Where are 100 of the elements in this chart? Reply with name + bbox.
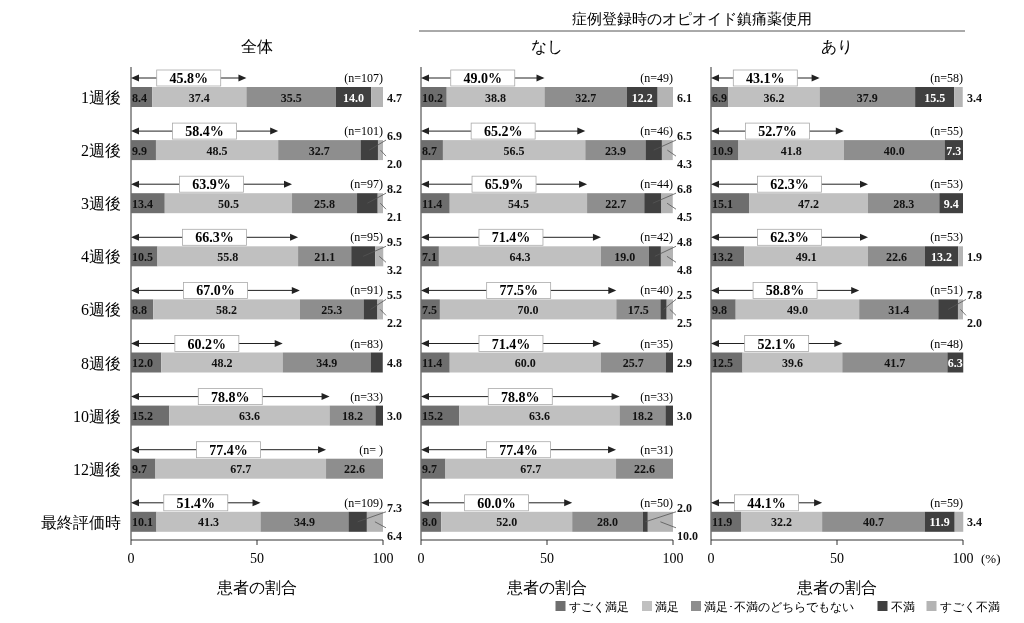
annotation: (n= ) [359, 442, 383, 457]
annotation: 77.5% [499, 283, 538, 299]
data-label: 5.5 [387, 288, 402, 303]
data-label: 9.9 [132, 143, 147, 158]
data-label: 37.9 [856, 90, 878, 105]
data-label: 10.9 [712, 143, 733, 158]
bar [298, 246, 352, 267]
bar [958, 246, 963, 267]
x-axis-title: 患者の割合 [216, 579, 297, 596]
data-label: 13.2 [931, 249, 953, 264]
data-label: 3.4 [967, 90, 982, 105]
annotation: (n=40) [640, 283, 673, 298]
annotation: (n=59) [930, 495, 963, 510]
annotation: (n=44) [640, 177, 673, 192]
bar [644, 193, 662, 214]
x-tick-label: 50 [830, 551, 844, 566]
data-label: 22.7 [605, 196, 627, 211]
bar [600, 352, 666, 373]
data-label: 2.0 [967, 316, 982, 331]
data-label: 54.5 [507, 196, 529, 211]
legend-label: 不満 [890, 600, 915, 614]
data-label: 9.8 [712, 302, 727, 317]
annotation: (n=53) [930, 230, 963, 245]
y-tick-label: 3週後 [81, 195, 121, 213]
annotation: 52.1% [757, 336, 796, 352]
bar [157, 246, 299, 267]
data-label: 7.1 [422, 249, 437, 264]
data-label: 25.7 [622, 356, 644, 370]
data-label: 21.1 [314, 249, 336, 264]
data-label: 17.5 [627, 302, 649, 317]
x-axis-title: 患者の割合 [796, 579, 877, 596]
annotation: (n=33) [640, 389, 673, 404]
data-label: 6.3 [947, 356, 963, 370]
data-label: 38.8 [485, 90, 507, 105]
bar [868, 193, 940, 214]
annotation: 62.3% [770, 177, 809, 193]
data-label: 3.4 [967, 515, 982, 530]
data-label: 13.4 [132, 196, 153, 211]
data-label: 9.4 [943, 196, 959, 211]
bar [351, 246, 376, 267]
annotation: (n=42) [640, 230, 673, 245]
y-tick-label: 6週後 [81, 301, 121, 319]
data-label: 49.0 [786, 302, 808, 317]
bar [459, 405, 620, 426]
annotation: 78.8% [211, 389, 250, 405]
data-label: 7.8 [967, 288, 982, 303]
annotation: 52.7% [758, 124, 797, 140]
bar [859, 299, 939, 320]
data-label: 32.7 [575, 90, 597, 105]
bar [360, 140, 378, 161]
annotation: 60.0% [477, 495, 516, 511]
data-label: 6.9 [712, 90, 727, 105]
y-tick-label: 2週後 [81, 142, 121, 160]
data-label: 2.5 [677, 288, 692, 303]
data-label: 70.0 [517, 302, 539, 317]
data-label: 40.7 [862, 515, 884, 530]
data-label: 64.3 [509, 249, 531, 264]
data-label: 4.3 [677, 157, 692, 172]
bar [292, 193, 358, 214]
bar [348, 511, 367, 532]
annotation: (n=109) [344, 495, 383, 510]
bar [648, 246, 661, 267]
bar [282, 352, 371, 373]
bar [449, 352, 601, 373]
bar [645, 140, 662, 161]
bar [439, 299, 617, 320]
annotation: (n=107) [344, 71, 383, 85]
data-label: 47.2 [798, 196, 820, 211]
bar [371, 87, 383, 107]
data-label: 15.1 [712, 196, 733, 211]
bar [843, 140, 945, 161]
data-label: 39.6 [781, 356, 803, 370]
data-label: 12.0 [132, 356, 153, 370]
data-label: 2.9 [677, 356, 692, 370]
bar [155, 458, 327, 479]
bar [441, 511, 573, 532]
data-label: 36.2 [763, 90, 785, 105]
bar [954, 511, 964, 532]
annotation: 67.0% [196, 283, 235, 299]
annotation: 66.3% [195, 230, 234, 246]
data-label: 25.8 [314, 196, 336, 211]
data-label: 32.2 [771, 515, 793, 530]
legend-label: 満足 [655, 600, 679, 614]
annotation: 78.8% [501, 389, 540, 405]
bar [642, 511, 648, 532]
bar [819, 87, 916, 107]
data-label: 13.2 [712, 249, 733, 264]
data-label: 40.0 [883, 143, 905, 158]
data-label: 22.6 [344, 462, 366, 477]
data-label: 2.2 [387, 316, 402, 331]
data-label: 8.8 [132, 302, 147, 317]
legend-label: すごく不満 [939, 600, 1000, 614]
annotation: (n=35) [640, 336, 673, 351]
annotation: 71.4% [491, 230, 531, 246]
annotation: (n=97) [350, 177, 383, 192]
annotation: (n=51) [930, 283, 963, 298]
bar [357, 193, 378, 214]
bar [169, 405, 330, 426]
annotation: (n=58) [930, 71, 963, 85]
data-label: 8.7 [422, 143, 437, 158]
